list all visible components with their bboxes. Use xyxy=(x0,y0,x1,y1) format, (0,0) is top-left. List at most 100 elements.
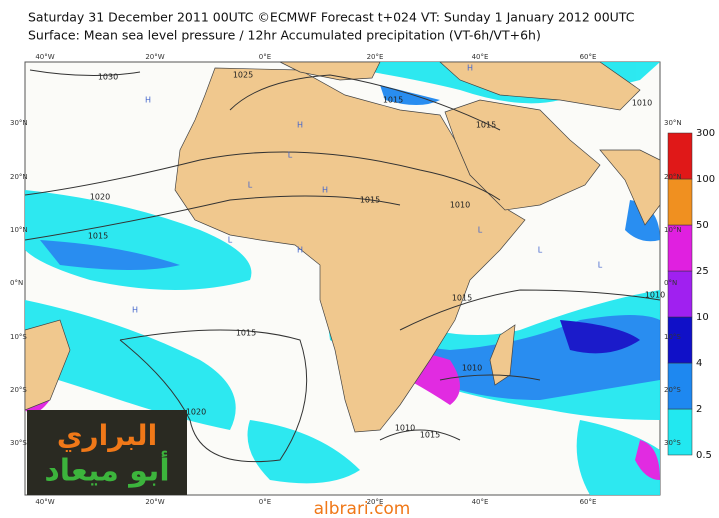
lat-label: 10°S xyxy=(10,333,27,341)
colorbar-label: 2 xyxy=(696,404,702,415)
africa xyxy=(174,67,526,433)
lon-label: 20°E xyxy=(367,53,384,61)
isobar-label: 1020 xyxy=(186,408,206,417)
colorbar-label: 100 xyxy=(696,174,715,185)
lat-label: 10°N xyxy=(664,226,682,234)
india xyxy=(599,149,661,226)
lat-label: 20°S xyxy=(664,386,681,394)
isobar xyxy=(379,429,461,441)
pressure-center: L xyxy=(478,226,483,235)
colorbar-band xyxy=(667,270,693,318)
isobar xyxy=(24,151,501,201)
pressure-center: H xyxy=(145,96,151,105)
lon-label: 0°E xyxy=(259,53,271,61)
colorbar-label: 50 xyxy=(696,220,709,231)
subtitle: Surface: Mean sea level pressure / 12hr … xyxy=(28,28,541,43)
rain-area xyxy=(380,85,440,105)
lat-label: 0°N xyxy=(10,279,23,287)
colorbar-band xyxy=(667,362,693,410)
lat-label: 30°N xyxy=(664,119,682,127)
colorbar-label: 4 xyxy=(696,358,702,369)
land xyxy=(24,61,661,433)
isobar-label: 1010 xyxy=(462,364,482,373)
rain-area xyxy=(576,420,660,495)
lon-label: 40°W xyxy=(35,498,54,506)
isobar-label: 1015 xyxy=(420,431,440,440)
title: Saturday 31 December 2011 00UTC ©ECMWF F… xyxy=(28,10,635,25)
isobar-label: 1030 xyxy=(98,73,118,82)
pressure-center: H xyxy=(132,306,138,315)
colorbar-label: 0.5 xyxy=(696,450,712,461)
colorbar-band xyxy=(667,178,693,226)
rain-area xyxy=(625,200,660,242)
isobar-label: 1010 xyxy=(450,201,470,210)
colorbar-label: 10 xyxy=(696,312,709,323)
colorbar-label: 300 xyxy=(696,128,715,139)
pressure-center: H xyxy=(297,246,303,255)
pressure-center: L xyxy=(288,151,293,160)
lat-label: 20°N xyxy=(664,173,682,181)
pressure-center: L xyxy=(538,246,543,255)
watermark-site: albrari.com xyxy=(314,499,411,518)
rain-area xyxy=(247,420,360,484)
lat-label: 30°S xyxy=(664,439,681,447)
lon-label: 40°E xyxy=(472,53,489,61)
isobar-label: 1010 xyxy=(395,424,415,433)
colorbar-band xyxy=(667,132,693,180)
map xyxy=(24,61,661,496)
isobar-label: 1015 xyxy=(476,121,496,130)
pressure-center: L xyxy=(598,261,603,270)
lat-label: 30°S xyxy=(10,439,27,447)
isobar-label: 1025 xyxy=(233,71,253,80)
isobar xyxy=(119,329,308,463)
europe xyxy=(279,61,381,81)
south-america xyxy=(24,319,71,411)
pressure-center: H xyxy=(322,186,328,195)
rain-area xyxy=(40,240,180,270)
isobar-label: 1015 xyxy=(236,329,256,338)
isobar xyxy=(24,195,401,241)
pressure-center: H xyxy=(297,121,303,130)
rain-area xyxy=(635,440,660,480)
isobar-label: 1010 xyxy=(632,99,652,108)
colorbar-band xyxy=(667,316,693,364)
isobar xyxy=(29,69,141,77)
isobar-label: 1020 xyxy=(90,193,110,202)
logo-name-bottom: أبو ميعاد xyxy=(44,451,169,489)
rain-area xyxy=(560,320,640,354)
madagascar xyxy=(489,324,516,386)
isobar xyxy=(439,374,541,381)
lat-label: 10°N xyxy=(10,226,28,234)
isobars xyxy=(24,69,661,463)
isobar-label: 1015 xyxy=(88,232,108,241)
logo: البراري أبو ميعاد xyxy=(27,410,187,495)
isobar-label: 1015 xyxy=(383,96,403,105)
logo-box xyxy=(27,410,187,495)
colorbar-band xyxy=(667,224,693,272)
lat-label: 0°N xyxy=(664,279,677,287)
lon-label: 20°W xyxy=(145,498,164,506)
lon-label: 0°E xyxy=(259,498,271,506)
lat-label: 10°S xyxy=(664,333,681,341)
lon-label: 60°E xyxy=(580,53,597,61)
colorbar: 0.5 2 4 10 25 50 100 300 xyxy=(667,128,715,461)
colorbar-band xyxy=(667,408,693,456)
lon-label: 20°E xyxy=(367,498,384,506)
pressure-center: H xyxy=(467,64,473,73)
lat-label: 20°N xyxy=(10,173,28,181)
colorbar-label: 25 xyxy=(696,266,709,277)
lat-label: 20°S xyxy=(10,386,27,394)
lon-label: 40°W xyxy=(35,53,54,61)
lon-label: 20°W xyxy=(145,53,164,61)
isobar-label: 1015 xyxy=(452,294,472,303)
rain-area xyxy=(25,300,236,430)
arabia xyxy=(444,99,601,211)
isobar xyxy=(399,289,661,331)
isobar xyxy=(229,74,501,131)
lon-label: 60°E xyxy=(580,498,597,506)
isobar-label: 1010 xyxy=(645,291,665,300)
logo-name-top: البراري xyxy=(57,419,157,452)
isobar-label: 1015 xyxy=(360,196,380,205)
pressure-center: L xyxy=(248,181,253,190)
